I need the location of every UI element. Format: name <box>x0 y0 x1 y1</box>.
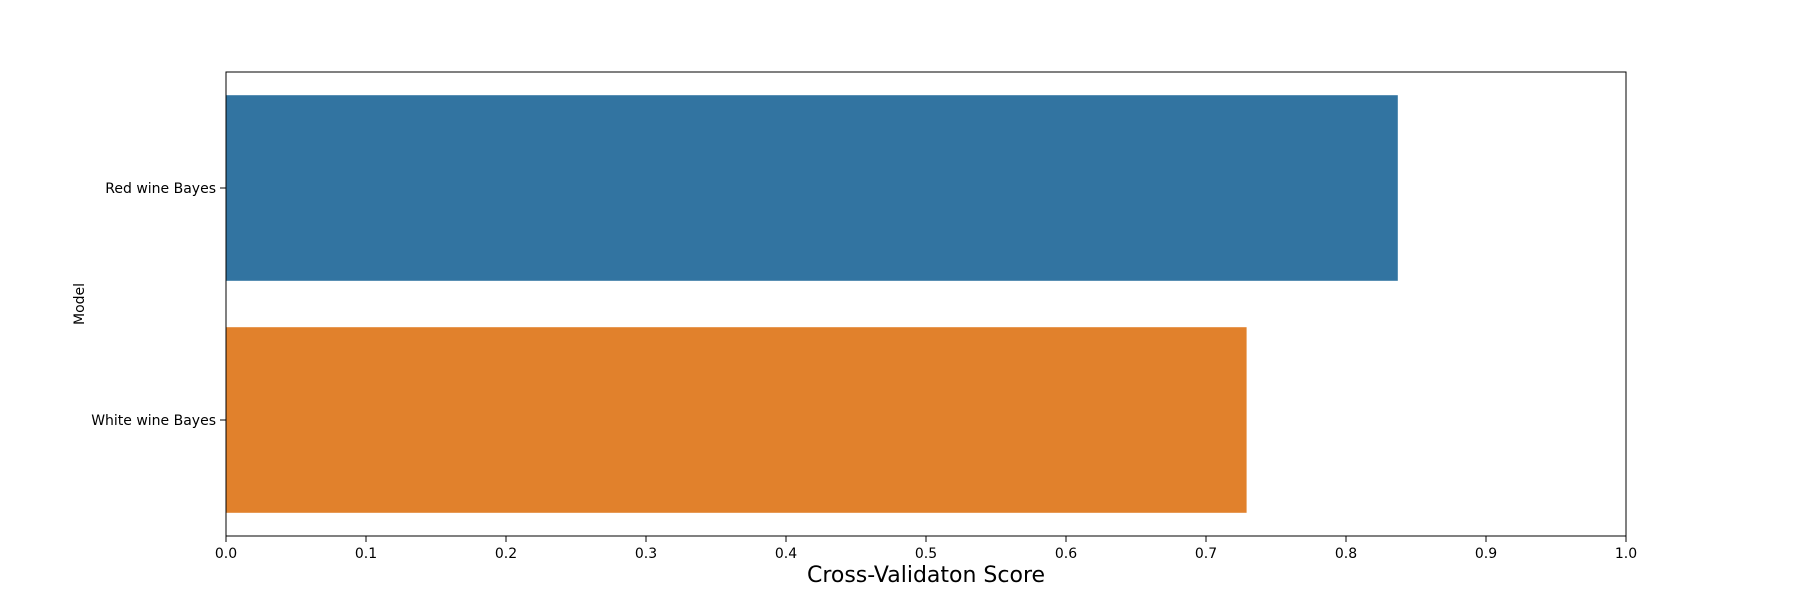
x-tick-label: 0.0 <box>215 546 237 562</box>
y-tick-label: White wine Bayes <box>91 413 216 429</box>
x-tick-label: 0.6 <box>1055 546 1077 562</box>
y-axis-label: Model <box>72 283 88 325</box>
x-tick-label: 1.0 <box>1615 546 1637 562</box>
y-axis-ticks: Red wine Bayes White wine Bayes <box>91 181 226 429</box>
x-tick-label: 0.1 <box>355 546 377 562</box>
x-tick-label: 0.5 <box>915 546 937 562</box>
x-tick-label: 0.3 <box>635 546 657 562</box>
x-axis-label: Cross-Validaton Score <box>807 563 1045 588</box>
bar-2 <box>226 327 1247 513</box>
x-tick-label: 0.4 <box>775 546 797 562</box>
x-tick-label: 0.9 <box>1475 546 1497 562</box>
bars-group <box>226 95 1398 513</box>
x-axis-ticks: 0.0 0.1 0.2 0.3 0.4 0.5 0.6 0.7 0.8 0.9 1.0 <box>215 536 1637 562</box>
x-tick-label: 0.8 <box>1335 546 1357 562</box>
bar-1 <box>226 95 1398 281</box>
x-tick-label: 0.2 <box>495 546 517 562</box>
x-tick-label: 0.7 <box>1195 546 1217 562</box>
y-tick-label: Red wine Bayes <box>105 181 216 197</box>
